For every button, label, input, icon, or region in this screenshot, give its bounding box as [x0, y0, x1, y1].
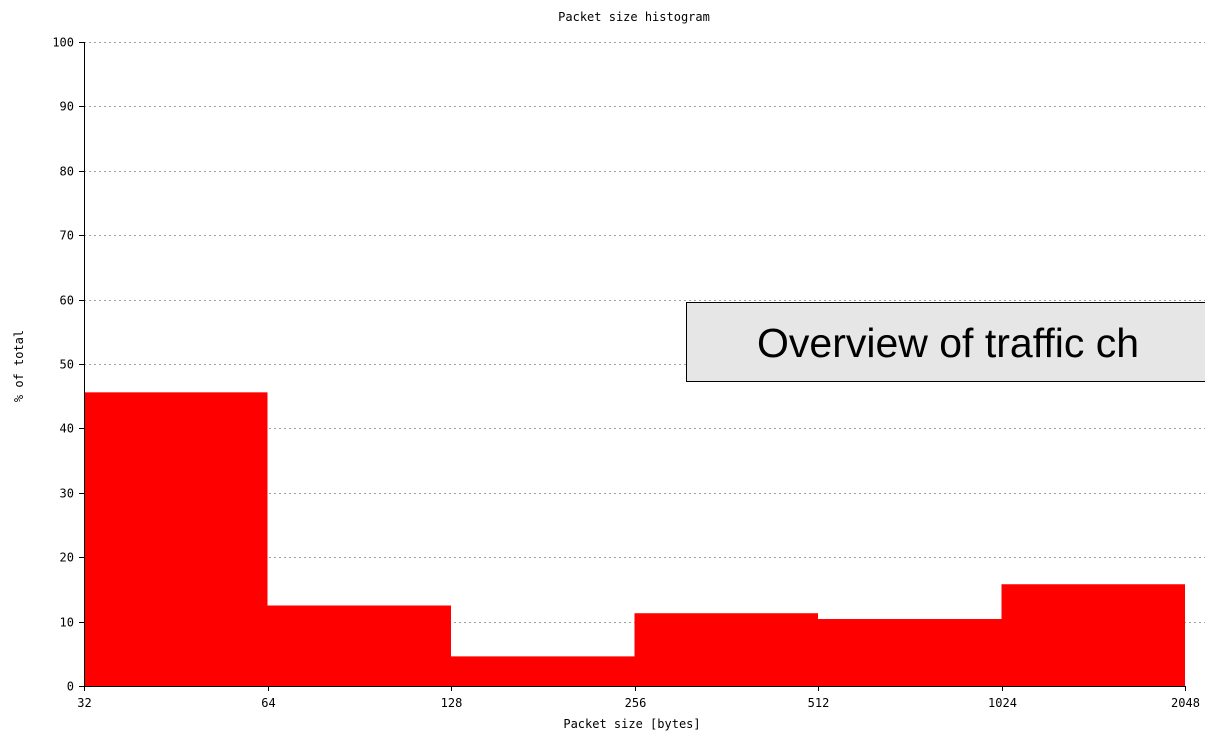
overview-banner: Overview of traffic ch	[686, 302, 1205, 382]
x-tick-label: 2048	[1171, 696, 1200, 710]
y-axis-label: % of total	[12, 330, 26, 402]
x-tick-labels: 32 64 128 256 512 1024 2048	[77, 686, 1200, 710]
y-tick-labels: 0 10 20 30 40 50 60 70 80 90 100	[52, 36, 84, 694]
y-tick-label: 100	[52, 36, 74, 50]
x-tick-label: 64	[261, 696, 275, 710]
y-tick-label: 10	[60, 616, 74, 630]
y-tick-label: 80	[60, 165, 74, 179]
histogram-bar	[818, 619, 1002, 686]
bars	[84, 392, 1185, 686]
x-tick-label: 256	[625, 696, 647, 710]
x-tick-label: 32	[77, 696, 91, 710]
y-tick-label: 60	[60, 294, 74, 308]
histogram-bar	[634, 613, 818, 686]
x-tick-label: 1024	[988, 696, 1017, 710]
y-tick-label: 40	[60, 422, 74, 436]
y-tick-label: 50	[60, 358, 74, 372]
y-tick-label: 30	[60, 487, 74, 501]
y-tick-label: 70	[60, 229, 74, 243]
x-tick-label: 128	[441, 696, 463, 710]
histogram-bar	[451, 656, 635, 686]
y-tick-label: 90	[60, 100, 74, 114]
axes	[84, 42, 1185, 687]
histogram-bar	[1001, 584, 1185, 686]
histogram-bar	[84, 392, 268, 686]
y-tick-label: 0	[67, 680, 74, 694]
chart-title: Packet size histogram	[558, 10, 710, 24]
x-axis-label: Packet size [bytes]	[563, 717, 700, 731]
x-tick-label: 512	[808, 696, 830, 710]
y-tick-label: 20	[60, 551, 74, 565]
histogram-bar	[267, 605, 451, 686]
